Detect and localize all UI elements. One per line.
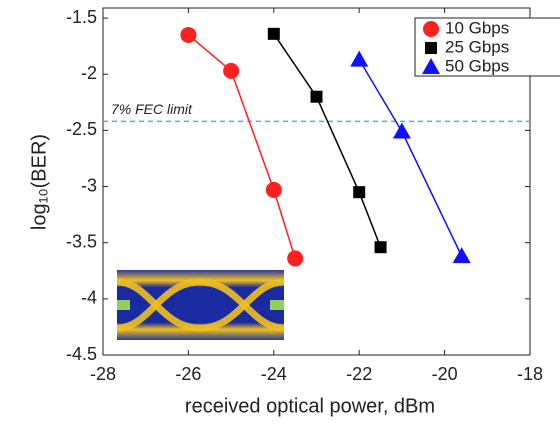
y-tick-label: -2 [81, 63, 97, 83]
marker [453, 247, 471, 263]
marker [311, 91, 323, 103]
marker [268, 28, 280, 40]
marker [423, 21, 439, 37]
y-tick-label: -4.5 [66, 344, 97, 364]
y-tick-label: -3.5 [66, 231, 97, 251]
marker [287, 250, 303, 266]
y-axis-label: log₁₀(BER) [28, 134, 50, 230]
x-tick-label: -24 [261, 364, 287, 384]
y-tick-label: -4 [81, 288, 97, 308]
y-tick-label: -2.5 [66, 119, 97, 139]
marker [393, 123, 411, 139]
x-axis-label: received optical power, dBm [185, 395, 435, 417]
legend-label: 25 Gbps [445, 37, 509, 56]
eye-diagram-inset [117, 270, 284, 340]
marker [223, 63, 239, 79]
x-tick-label: -28 [90, 364, 116, 384]
fec-limit-label: 7% FEC limit [111, 101, 193, 117]
x-tick-label: -26 [175, 364, 201, 384]
marker [375, 241, 387, 253]
legend-label: 10 Gbps [445, 18, 509, 37]
marker [425, 42, 437, 54]
marker [266, 182, 282, 198]
marker [353, 186, 365, 198]
marker [350, 51, 368, 67]
legend-label: 50 Gbps [445, 56, 509, 75]
x-tick-label: -20 [432, 364, 458, 384]
series-line [359, 60, 461, 257]
x-tick-label: -22 [346, 364, 372, 384]
series-line [188, 35, 295, 258]
x-tick-label: -18 [517, 364, 543, 384]
marker [180, 27, 196, 43]
y-tick-label: -1.5 [66, 7, 97, 27]
y-tick-label: -3 [81, 175, 97, 195]
chart: received optical power, dBm log₁₀(BER) -… [0, 0, 560, 424]
